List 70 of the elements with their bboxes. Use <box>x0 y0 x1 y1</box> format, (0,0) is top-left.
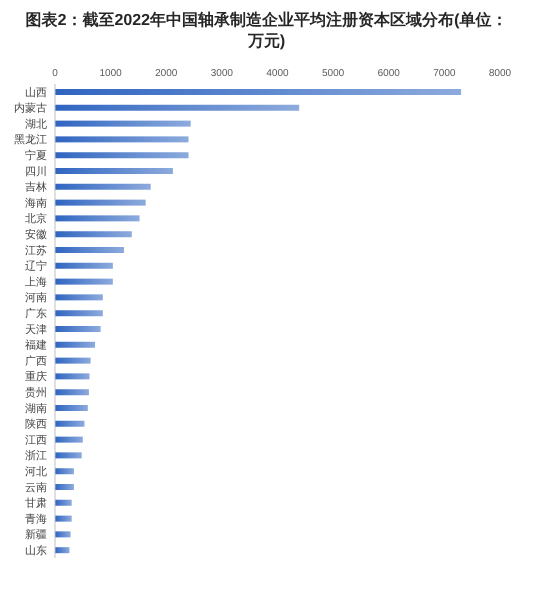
bar <box>55 89 462 95</box>
bar <box>55 104 300 111</box>
x-tick-label: 6000 <box>378 68 400 79</box>
x-tick-label: 5000 <box>322 68 345 79</box>
bar <box>55 468 74 474</box>
bar <box>55 436 83 443</box>
bar <box>55 168 173 174</box>
bar <box>55 484 74 490</box>
bar <box>55 231 132 238</box>
x-tick-label: 1000 <box>100 68 122 79</box>
y-tick-label: 福建 <box>25 338 47 352</box>
y-tick-label: 河北 <box>25 465 47 478</box>
bar <box>55 152 188 158</box>
y-tick-label: 上海 <box>25 275 47 288</box>
bar <box>55 262 113 269</box>
y-tick-label: 黑龙江 <box>14 133 47 146</box>
bar <box>55 184 151 190</box>
bar <box>55 500 72 506</box>
y-tick-label: 广西 <box>25 354 47 368</box>
y-tick-label: 山西 <box>25 86 47 99</box>
y-tick-label: 浙江 <box>25 449 47 462</box>
bar <box>55 373 90 380</box>
y-tick-label: 甘肃 <box>25 496 47 510</box>
y-tick-label: 江苏 <box>25 244 47 257</box>
y-tick-label: 云南 <box>25 480 47 494</box>
bar <box>55 405 88 411</box>
bar <box>55 120 191 127</box>
y-tick-label: 内蒙古 <box>14 102 47 115</box>
x-tick-label: 4000 <box>266 68 290 79</box>
bar <box>55 326 101 332</box>
bar <box>55 531 71 538</box>
y-tick-label: 广东 <box>25 307 47 320</box>
bar <box>55 342 96 348</box>
y-tick-label: 吉林 <box>25 180 47 194</box>
bar <box>55 200 146 206</box>
y-tick-label: 新疆 <box>25 528 47 542</box>
bar <box>55 389 89 396</box>
y-tick-label: 辽宁 <box>25 260 47 273</box>
y-tick-label: 湖北 <box>25 117 47 130</box>
bar <box>55 294 103 300</box>
y-tick-label: 安徽 <box>25 228 47 242</box>
y-tick-label: 山东 <box>25 544 47 558</box>
bar <box>55 452 82 458</box>
y-tick-label: 江西 <box>25 434 47 446</box>
x-tick-label: 2000 <box>155 68 178 79</box>
y-tick-label: 青海 <box>25 512 47 526</box>
y-tick-label: 海南 <box>25 196 47 210</box>
x-tick-label: 3000 <box>210 68 234 79</box>
bar <box>55 278 113 285</box>
y-tick-label: 贵州 <box>25 386 47 400</box>
chart-title: 图表2：截至2022年中国轴承制造企业平均注册资本区域分布(单位：万元) <box>24 10 508 52</box>
bar <box>55 247 124 253</box>
bar <box>55 420 84 427</box>
y-tick-label: 四川 <box>25 164 47 178</box>
y-tick-label: 陕西 <box>25 418 47 431</box>
y-tick-label: 湖南 <box>25 402 47 415</box>
x-tick-label: 7000 <box>433 68 456 79</box>
y-tick-label: 宁夏 <box>25 149 47 162</box>
bar <box>55 516 72 522</box>
x-tick-label: 8000 <box>488 68 512 79</box>
bar <box>55 547 70 554</box>
y-tick-label: 河南 <box>25 291 47 304</box>
bar <box>55 310 103 316</box>
bar <box>55 215 140 222</box>
y-tick-label: 北京 <box>25 212 47 226</box>
y-tick-label: 天津 <box>25 322 47 336</box>
y-tick-label: 重庆 <box>25 370 47 384</box>
bar <box>55 136 188 142</box>
x-tick-label: 0 <box>52 68 58 79</box>
bar <box>55 358 91 364</box>
